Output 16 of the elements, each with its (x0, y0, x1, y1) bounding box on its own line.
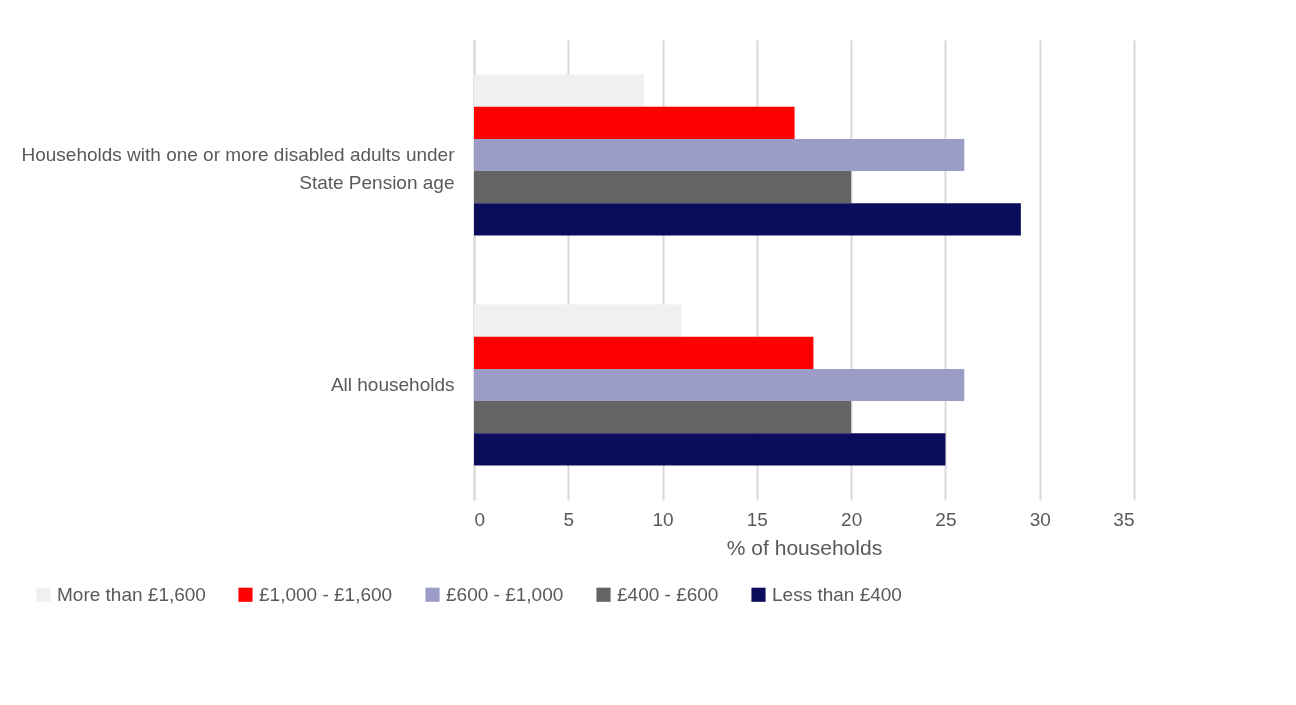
y-tick-label: Households with one or more disabled adults under State Pension age (21, 144, 456, 193)
legend-label: More than £1,600 (57, 583, 206, 605)
x-tick-label: 10 (652, 508, 674, 530)
legend-label: £1,000 - £1,600 (259, 583, 393, 605)
x-tick-label: 0 (474, 508, 486, 530)
x-tick-label: 15 (746, 508, 768, 530)
x-tick-label: 35 (1113, 508, 1135, 530)
y-tick-label: All households (330, 374, 455, 395)
x-tick-label: 25 (935, 508, 957, 530)
x-tick-label: 20 (841, 508, 863, 530)
x-tick-label: 5 (563, 508, 575, 530)
x-tick-label: 30 (1029, 508, 1051, 530)
x-axis-title: % of households (726, 535, 883, 559)
legend-label: £400 - £600 (617, 583, 719, 605)
legend-label: £600 - £1,000 (446, 583, 564, 605)
legend-label: Less than £400 (772, 583, 902, 605)
